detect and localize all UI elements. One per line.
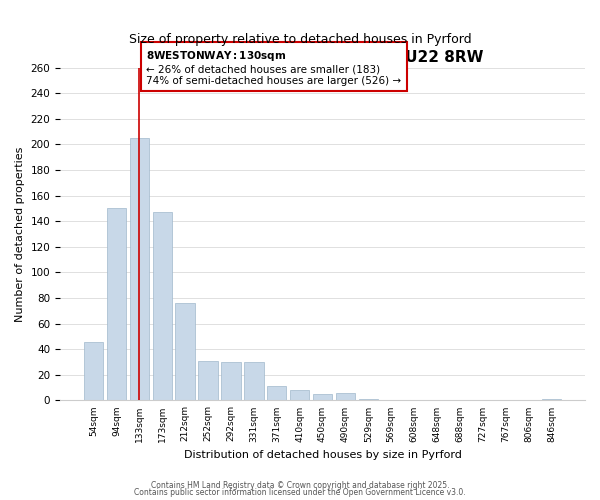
Bar [199, 360, 218, 401]
Bar [313, 394, 332, 400]
X-axis label: Distribution of detached houses by size in Pyrford: Distribution of detached houses by size … [184, 450, 461, 460]
Bar [175, 303, 195, 400]
Bar [244, 362, 263, 401]
Y-axis label: Number of detached properties: Number of detached properties [15, 146, 25, 322]
Bar [221, 362, 241, 401]
Text: $\bf{8 WESTON WAY: 130sqm}$
← 26% of detached houses are smaller (183)
74% of se: $\bf{8 WESTON WAY: 130sqm}$ ← 26% of det… [146, 49, 401, 86]
Text: Contains HM Land Registry data © Crown copyright and database right 2025.: Contains HM Land Registry data © Crown c… [151, 480, 449, 490]
Title: 8, WESTON WAY, WOKING, GU22 8RW: 8, WESTON WAY, WOKING, GU22 8RW [162, 50, 483, 65]
Bar [335, 392, 355, 400]
Bar [107, 208, 126, 400]
Text: Contains public sector information licensed under the Open Government Licence v3: Contains public sector information licen… [134, 488, 466, 497]
Bar [359, 399, 378, 400]
Bar [267, 386, 286, 400]
Bar [542, 399, 561, 400]
Bar [130, 138, 149, 400]
Bar [84, 342, 103, 400]
Text: Size of property relative to detached houses in Pyrford: Size of property relative to detached ho… [128, 32, 472, 46]
Bar [290, 390, 310, 400]
Bar [152, 212, 172, 400]
